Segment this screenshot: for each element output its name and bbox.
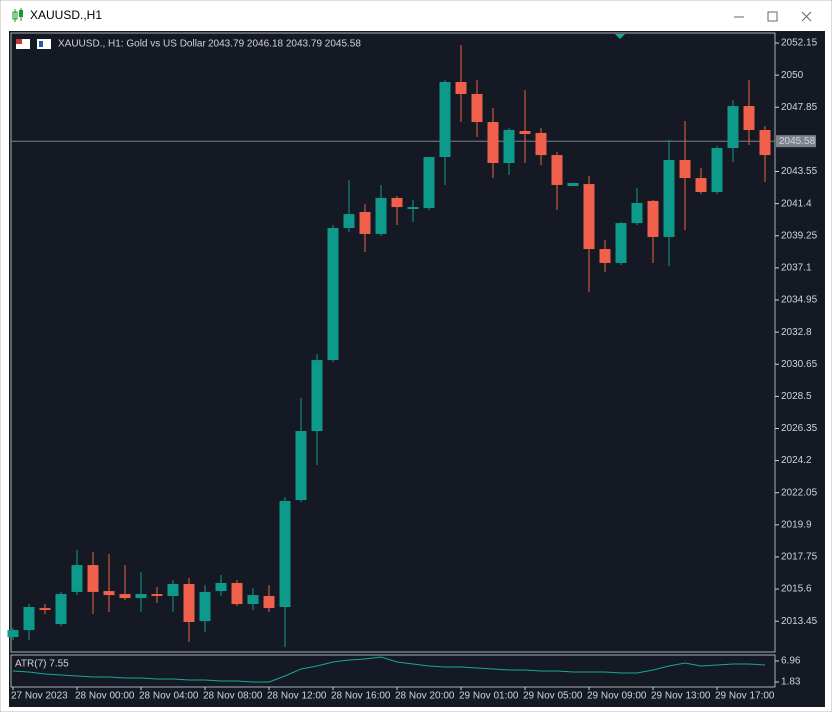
x-tick-label: 28 Nov 04:00 (139, 691, 199, 702)
y-tick-label: 2030.65 (781, 359, 818, 370)
candle-body (391, 197, 403, 208)
y-tick-label: 2015.6 (781, 584, 812, 595)
candle-body (55, 594, 67, 625)
window-buttons[interactable] (734, 11, 812, 22)
app-icon (12, 8, 23, 22)
y-tick-label: 2017.75 (781, 552, 818, 563)
y-tick-label: 2022.05 (781, 487, 818, 498)
candle-body (23, 607, 35, 631)
candle-body (7, 630, 19, 638)
y-tick-label: 2019.9 (781, 519, 812, 530)
atr-pane (10, 654, 776, 688)
candle-body (727, 106, 739, 149)
current-price-tag (776, 135, 816, 148)
y-tick-label: 2024.2 (781, 455, 812, 466)
candle-body (455, 82, 467, 94)
candle-body (71, 565, 83, 592)
candle-body (583, 184, 595, 250)
x-tick-label: 29 Nov 01:00 (459, 691, 519, 702)
current-price-label: 2045.58 (779, 136, 816, 147)
candle-body (647, 200, 659, 237)
candle-body (279, 500, 291, 608)
candle-body (407, 207, 419, 210)
x-tick-label: 29 Nov 13:00 (651, 691, 711, 702)
candle-body (39, 608, 51, 611)
y-tick-label: 2032.8 (781, 327, 812, 338)
candle-body (375, 197, 387, 234)
close-button[interactable] (801, 11, 812, 22)
candle-body (519, 131, 531, 135)
candle-body (631, 203, 643, 224)
y-tick-label: 2026.35 (781, 423, 818, 434)
candle-body (167, 584, 179, 596)
ohlc-label: 2043.79 2046.18 2043.79 2045.58 (208, 39, 361, 50)
y-tick-label: 2041.4 (781, 198, 812, 209)
x-tick-label: 28 Nov 20:00 (395, 691, 455, 702)
candle-body (743, 106, 755, 130)
candle-body (103, 591, 115, 596)
candle-body (759, 129, 771, 156)
atr-label: ATR(7) 7.55 (15, 659, 69, 670)
y-tick-label: 2028.5 (781, 391, 812, 402)
candle-body (151, 594, 163, 596)
y-tick-label: 2037.1 (781, 263, 812, 274)
candle-body (599, 249, 611, 263)
x-tick-label: 28 Nov 16:00 (331, 691, 391, 702)
y-tick-label: 2039.25 (781, 230, 818, 241)
candle-body (711, 148, 723, 192)
candle-body (439, 82, 451, 158)
candle-body (615, 223, 627, 263)
candle-body (663, 159, 675, 237)
candle-body (215, 582, 227, 592)
x-tick-label: 29 Nov 05:00 (523, 691, 583, 702)
candle-body (343, 214, 355, 228)
y-tick-label: 2043.55 (781, 166, 818, 177)
candle-body (87, 565, 99, 592)
candle-body (535, 132, 547, 156)
y-tick-label: 6.96 (781, 656, 801, 667)
main-pane (10, 32, 776, 653)
x-tick-label: 28 Nov 08:00 (203, 691, 263, 702)
chart-area (9, 31, 825, 707)
symbol-label: XAUUSD., H1: Gold vs US Dollar (58, 39, 206, 50)
x-tick-label: 28 Nov 00:00 (75, 691, 135, 702)
candle-body (311, 360, 323, 432)
x-tick-label: 28 Nov 12:00 (267, 691, 327, 702)
y-tick-label: 2034.95 (781, 295, 818, 306)
candle-body (567, 183, 579, 186)
candle-body (135, 594, 147, 599)
atr-line (12, 656, 766, 683)
y-tick-label: 2047.85 (781, 102, 818, 113)
y-tick-label: 1.83 (781, 677, 801, 688)
candle-body (487, 122, 499, 163)
candle-body (199, 591, 211, 622)
candle-body (295, 431, 307, 501)
x-tick-label: 29 Nov 17:00 (715, 691, 775, 702)
y-tick-label: 2013.45 (781, 616, 818, 627)
candle-body (503, 129, 515, 163)
candle-body (471, 93, 483, 123)
trade-marker (615, 34, 625, 39)
candle-body (679, 159, 691, 179)
candle-body (247, 595, 259, 605)
flag-icons (16, 39, 51, 49)
maximize-button[interactable] (767, 11, 778, 22)
candle-body (263, 595, 275, 609)
candle-body (423, 157, 435, 208)
window-title: XAUUSD.,H1 (30, 8, 102, 22)
candle-body (119, 594, 131, 599)
y-tick-label: 2050 (781, 70, 804, 81)
candle-body (327, 227, 339, 361)
candle-body (183, 584, 195, 622)
candle-body (695, 178, 707, 192)
x-tick-label: 27 Nov 2023 (11, 691, 68, 702)
candle-body (359, 211, 371, 234)
y-tick-label: 2052.15 (781, 38, 818, 49)
candle-body (231, 582, 243, 605)
candle-body (551, 155, 563, 185)
x-tick-label: 29 Nov 09:00 (587, 691, 647, 702)
